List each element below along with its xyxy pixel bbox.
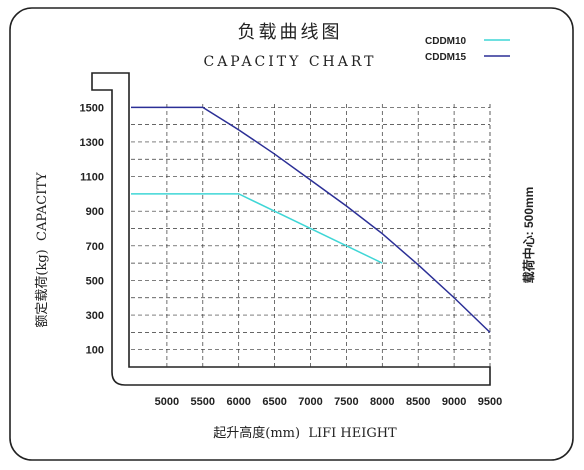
x-tick-labels: 5000 5500 6000 6500 7000 7500 8000 8500 9000 9500 — [155, 396, 503, 408]
x-tick-label: 9000 — [442, 396, 466, 408]
legend-label-cddm15: CDDM15 — [425, 52, 467, 63]
fork-outline — [91, 72, 491, 386]
series-line-cddm15 — [131, 106, 491, 333]
y-tick-label: 100 — [86, 345, 104, 357]
y-tick-label: 500 — [86, 275, 104, 287]
x-tick-label: 9500 — [478, 396, 502, 408]
x-tick-label: 8500 — [406, 396, 430, 408]
x-tick-label: 7500 — [334, 396, 358, 408]
x-tick-label: 8000 — [370, 396, 394, 408]
grid-lines — [131, 104, 491, 367]
y-tick-label: 1500 — [80, 102, 104, 114]
y-tick-labels: 100 300 500 700 900 1100 1300 1500 — [80, 102, 104, 356]
x-tick-label: 6000 — [226, 396, 250, 408]
x-tick-label: 7000 — [298, 396, 322, 408]
chart-title: 负载曲线图 — [238, 22, 343, 43]
x-tick-label: 5000 — [155, 396, 179, 408]
chart-subtitle: CAPACITY CHART — [203, 54, 376, 70]
x-tick-label: 5500 — [191, 396, 215, 408]
y-tick-label: 700 — [86, 241, 104, 253]
y-tick-label: 900 — [86, 206, 104, 218]
series-lines — [131, 106, 491, 333]
y-tick-label: 1300 — [80, 137, 104, 149]
load-center-note: 载荷中心: 500mm — [521, 187, 536, 284]
y-axis-label: 额定载荷(kg) CAPACITY — [35, 172, 50, 328]
chart-frame — [9, 7, 574, 461]
x-tick-label: 6500 — [262, 396, 286, 408]
series-line-cddm10 — [131, 193, 383, 264]
legend-label-cddm10: CDDM10 — [425, 36, 467, 47]
y-tick-label: 300 — [86, 310, 104, 322]
y-tick-label: 1100 — [80, 172, 104, 184]
legend: CDDM10 CDDM15 — [425, 36, 510, 63]
x-axis-label: 起升高度(mm) LIFI HEIGHT — [213, 425, 397, 441]
